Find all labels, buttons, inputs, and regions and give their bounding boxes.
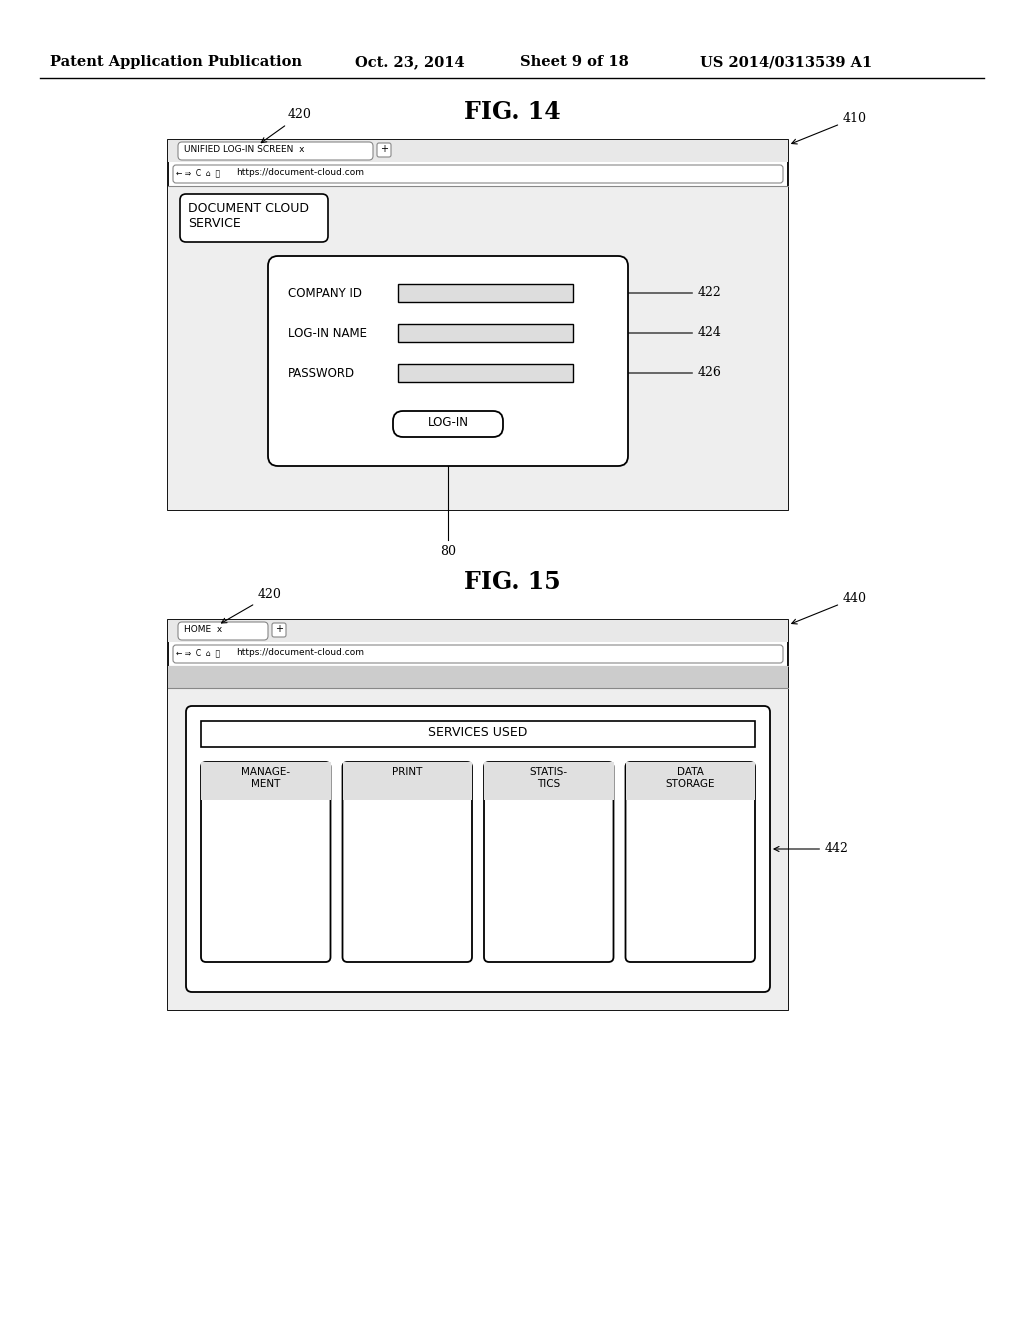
Text: LOG-IN: LOG-IN bbox=[427, 416, 469, 429]
Text: 422: 422 bbox=[577, 286, 722, 300]
Bar bbox=[168, 620, 788, 1010]
Text: 440: 440 bbox=[792, 591, 867, 624]
Text: DATA
STORAGE: DATA STORAGE bbox=[666, 767, 715, 788]
FancyBboxPatch shape bbox=[272, 623, 286, 638]
Text: +: + bbox=[380, 144, 388, 154]
Text: 424: 424 bbox=[577, 326, 722, 339]
Text: +: + bbox=[275, 624, 283, 634]
Bar bbox=[201, 762, 331, 800]
Text: 442: 442 bbox=[774, 842, 849, 855]
Text: 80: 80 bbox=[440, 545, 456, 558]
FancyBboxPatch shape bbox=[173, 165, 783, 183]
Text: 410: 410 bbox=[792, 111, 867, 144]
Text: LOG-IN NAME: LOG-IN NAME bbox=[288, 327, 367, 341]
Text: 420: 420 bbox=[221, 589, 282, 623]
Bar bbox=[484, 762, 613, 800]
FancyBboxPatch shape bbox=[201, 762, 331, 962]
Text: 420: 420 bbox=[261, 108, 312, 143]
Text: STATIS-
TICS: STATIS- TICS bbox=[529, 767, 568, 788]
Text: US 2014/0313539 A1: US 2014/0313539 A1 bbox=[700, 55, 872, 69]
FancyBboxPatch shape bbox=[342, 762, 472, 962]
FancyBboxPatch shape bbox=[173, 645, 783, 663]
Text: 426: 426 bbox=[577, 367, 722, 380]
Bar bbox=[168, 140, 788, 510]
Text: COMPANY ID: COMPANY ID bbox=[288, 286, 362, 300]
Bar bbox=[398, 364, 573, 381]
Bar bbox=[398, 323, 573, 342]
FancyBboxPatch shape bbox=[180, 194, 328, 242]
Bar bbox=[168, 620, 788, 642]
Text: Oct. 23, 2014: Oct. 23, 2014 bbox=[355, 55, 465, 69]
FancyBboxPatch shape bbox=[186, 706, 770, 993]
Text: HOME  x: HOME x bbox=[184, 624, 222, 634]
FancyBboxPatch shape bbox=[178, 622, 268, 640]
FancyBboxPatch shape bbox=[377, 143, 391, 157]
Text: SERVICES USED: SERVICES USED bbox=[428, 726, 527, 739]
Bar bbox=[168, 140, 788, 162]
Bar bbox=[168, 186, 788, 510]
Text: UNIFIED LOG-IN SCREEN  x: UNIFIED LOG-IN SCREEN x bbox=[184, 145, 304, 154]
Bar bbox=[168, 667, 788, 1010]
Bar bbox=[398, 284, 573, 302]
Text: ← ⇒  C  ⌂  🔒: ← ⇒ C ⌂ 🔒 bbox=[176, 648, 220, 657]
Text: MANAGE-
MENT: MANAGE- MENT bbox=[242, 767, 291, 788]
Text: ← ⇒  C  ⌂  🔒: ← ⇒ C ⌂ 🔒 bbox=[176, 168, 220, 177]
Text: Patent Application Publication: Patent Application Publication bbox=[50, 55, 302, 69]
Text: https://document-cloud.com: https://document-cloud.com bbox=[236, 168, 364, 177]
Text: DOCUMENT CLOUD
SERVICE: DOCUMENT CLOUD SERVICE bbox=[188, 202, 309, 230]
Bar bbox=[626, 762, 755, 800]
FancyBboxPatch shape bbox=[268, 256, 628, 466]
Text: FIG. 14: FIG. 14 bbox=[464, 100, 560, 124]
Bar bbox=[168, 667, 788, 688]
Text: Sheet 9 of 18: Sheet 9 of 18 bbox=[520, 55, 629, 69]
FancyBboxPatch shape bbox=[626, 762, 755, 962]
Text: PRINT: PRINT bbox=[392, 767, 423, 777]
Bar bbox=[201, 721, 755, 747]
Text: FIG. 15: FIG. 15 bbox=[464, 570, 560, 594]
Bar bbox=[342, 762, 472, 800]
FancyBboxPatch shape bbox=[178, 143, 373, 160]
Text: https://document-cloud.com: https://document-cloud.com bbox=[236, 648, 364, 657]
Text: PASSWORD: PASSWORD bbox=[288, 367, 355, 380]
FancyBboxPatch shape bbox=[393, 411, 503, 437]
FancyBboxPatch shape bbox=[484, 762, 613, 962]
